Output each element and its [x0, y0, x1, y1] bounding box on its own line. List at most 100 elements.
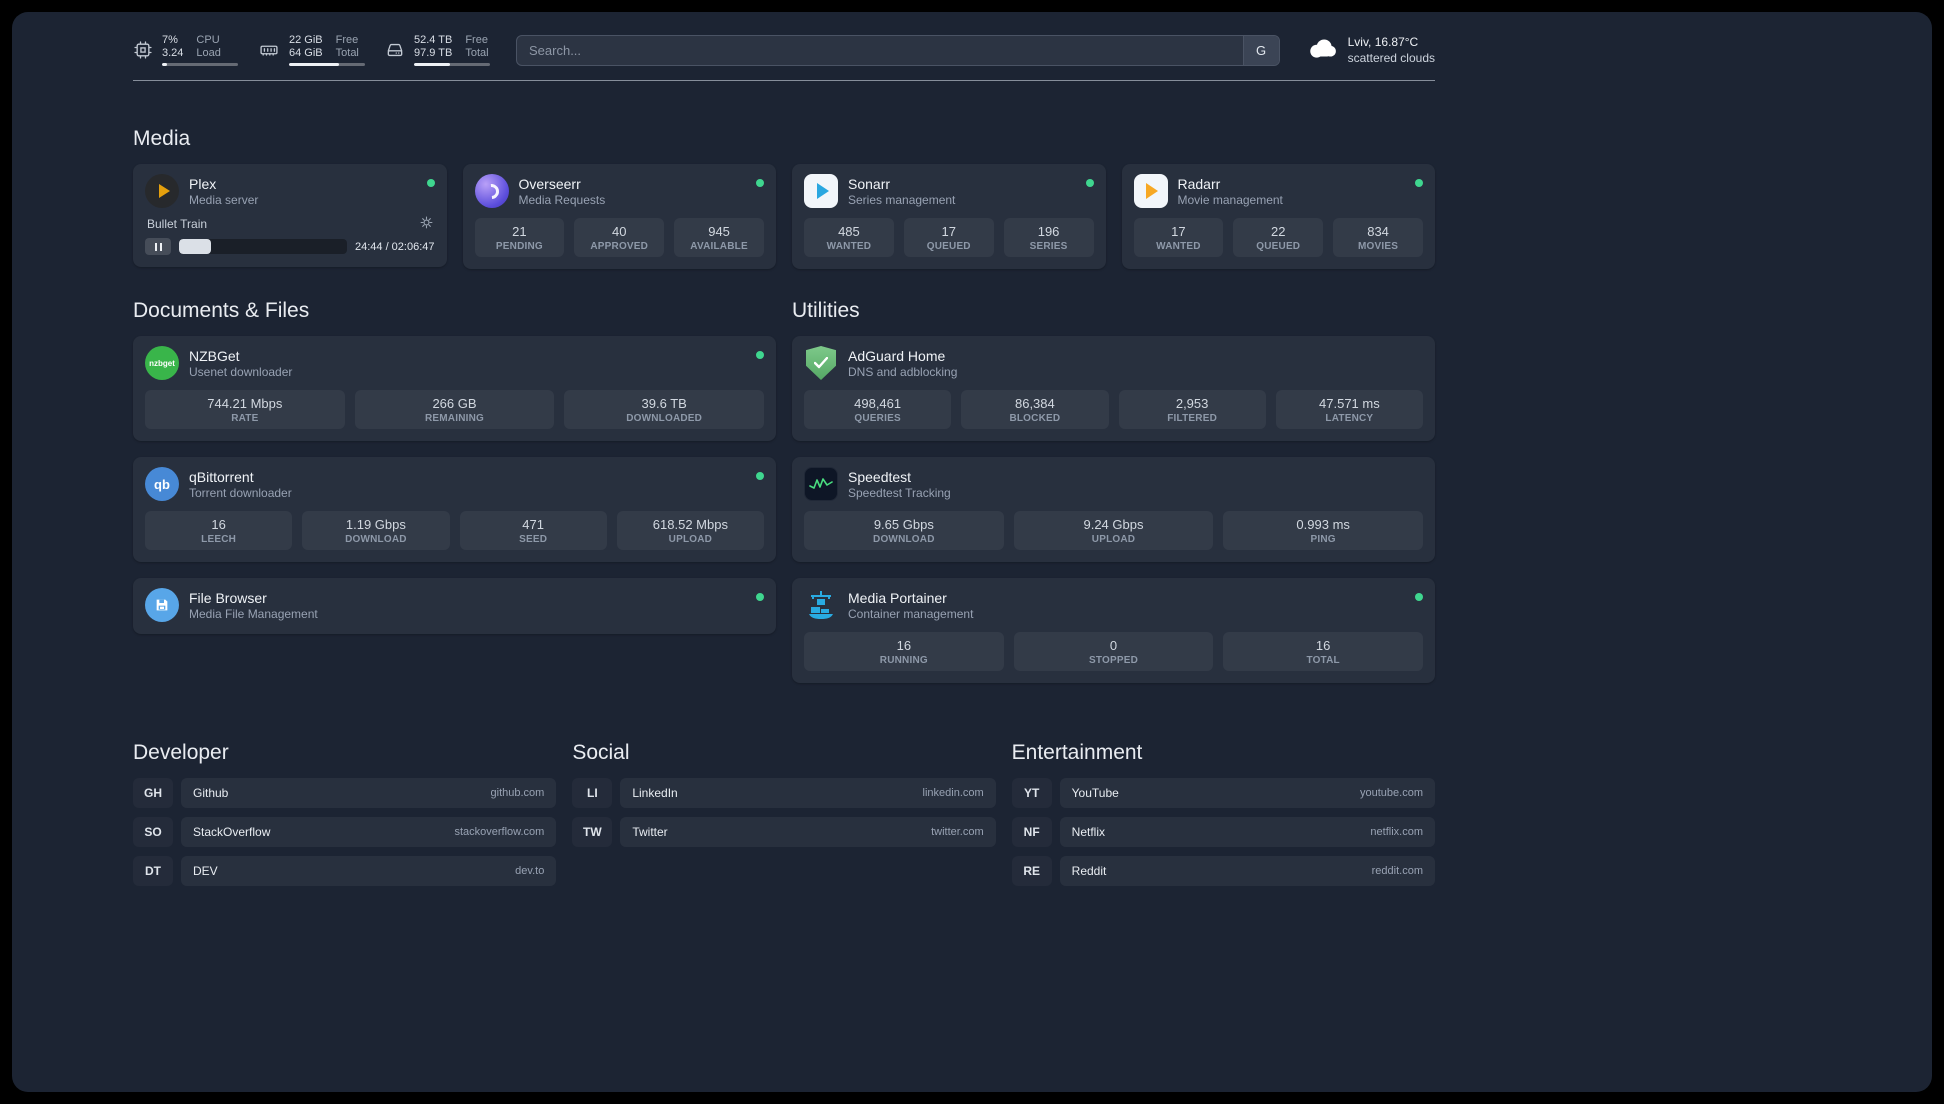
- header-divider: [133, 80, 1435, 81]
- middle-columns: Documents & Files nzbget NZBGet Usenet d…: [133, 299, 1435, 683]
- service-name: Media Portainer: [848, 589, 947, 606]
- stat-label: REMAINING: [424, 413, 484, 424]
- bookmark-name: Reddit: [1071, 864, 1107, 878]
- cpu-progress-bar: [162, 63, 238, 66]
- stat-rate: 744.21 Mbps RATE: [145, 390, 345, 429]
- media-grid: Plex Media server Bullet Train: [133, 164, 1435, 269]
- cpu-percent: 7%: [162, 34, 178, 46]
- stat-label: STOPPED: [1088, 655, 1138, 666]
- bookmark-host: linkedin.com: [922, 787, 984, 799]
- stat-wanted: 17 WANTED: [1133, 218, 1224, 257]
- status-dot: [426, 179, 435, 187]
- stat-label: WANTED: [1156, 241, 1201, 252]
- search-input[interactable]: [517, 35, 1243, 65]
- service-link-filebrowser[interactable]: File Browser Media File Management: [145, 588, 764, 622]
- stat-label: TOTAL: [1306, 655, 1340, 666]
- service-card-portainer: Media Portainer Container management 16 …: [792, 578, 1435, 683]
- stat-filtered: 2,953 FILTERED: [1118, 390, 1266, 429]
- cpu-icon: [133, 40, 153, 60]
- service-stats: 16 LEECH 1.19 Gbps DOWNLOAD 471 SEED: [145, 511, 764, 550]
- service-description: Media server: [189, 192, 259, 207]
- social-bookmarks: LI LinkedIn linkedin.com TW Twitter twit…: [572, 778, 996, 847]
- stat-queued: 17 QUEUED: [903, 218, 994, 257]
- service-description: Usenet downloader: [189, 364, 293, 379]
- stat-label: QUERIES: [854, 413, 901, 424]
- bookmark-host: github.com: [490, 787, 545, 799]
- pause-button[interactable]: [145, 238, 171, 255]
- bookmark-host: twitter.com: [931, 826, 984, 838]
- qbittorrent-icon: qb: [145, 467, 179, 501]
- section-social: Social LI LinkedIn linkedin.com TW Twitt…: [572, 741, 996, 847]
- stat-value: 834: [1367, 224, 1389, 239]
- stat-queued: 22 QUEUED: [1233, 218, 1324, 257]
- plex-now-playing: Bullet Train 24:44 / 02:06:47: [145, 216, 435, 255]
- disk-icon: [385, 40, 405, 60]
- service-link-speedtest[interactable]: Speedtest Speedtest Tracking: [804, 467, 1423, 501]
- bookmark-netflix[interactable]: NF Netflix netflix.com: [1012, 817, 1435, 847]
- status-dot: [756, 351, 764, 359]
- stat-stopped: 0 STOPPED: [1013, 632, 1214, 671]
- status-dot: [1415, 179, 1423, 187]
- stat-value: 266 GB: [432, 396, 477, 411]
- service-link-adguard[interactable]: AdGuard Home DNS and adblocking: [804, 346, 1423, 380]
- bookmark-host: stackoverflow.com: [454, 826, 545, 838]
- stat-value: 744.21 Mbps: [207, 396, 283, 411]
- bookmark-twitter[interactable]: TW Twitter twitter.com: [572, 817, 996, 847]
- service-link-radarr[interactable]: Radarr Movie management: [1133, 174, 1424, 208]
- bookmark-dev[interactable]: DT DEV dev.to: [133, 856, 557, 886]
- bookmark-youtube[interactable]: YT YouTube youtube.com: [1012, 778, 1435, 808]
- service-link-plex[interactable]: Plex Media server: [145, 174, 435, 208]
- settings-gear-icon[interactable]: [420, 216, 433, 232]
- bookmark-name: StackOverflow: [193, 825, 271, 839]
- section-entertainment: Entertainment YT YouTube youtube.com NF …: [1012, 741, 1435, 886]
- section-documents: Documents & Files nzbget NZBGet Usenet d…: [133, 299, 776, 634]
- stat-label: BLOCKED: [1009, 413, 1061, 424]
- bookmark-abbr: RE: [1012, 856, 1052, 886]
- service-link-nzbget[interactable]: nzbget NZBGet Usenet downloader: [145, 346, 764, 380]
- section-title-utilities: Utilities: [792, 299, 860, 322]
- bookmark-abbr: GH: [133, 778, 173, 808]
- service-card-adguard: AdGuard Home DNS and adblocking 498,461 …: [792, 336, 1435, 441]
- bookmark-github[interactable]: GH Github github.com: [133, 778, 557, 808]
- search-provider-button[interactable]: G: [1242, 35, 1279, 65]
- stat-label: PING: [1310, 534, 1336, 545]
- weather-widget: Lviv, 16.87°C scattered clouds: [1306, 34, 1435, 66]
- stat-value: 2,953: [1175, 396, 1209, 411]
- service-stats: 16 RUNNING 0 STOPPED 16 TOTAL: [804, 632, 1423, 671]
- service-name: Overseerr: [518, 175, 581, 192]
- service-description: Series management: [848, 192, 956, 207]
- stat-value: 17: [1171, 224, 1186, 239]
- stat-label: FILTERED: [1167, 413, 1217, 424]
- playback-time: 24:44 / 02:06:47: [354, 240, 435, 253]
- stat-label: UPLOAD: [668, 534, 713, 545]
- bookmark-host: dev.to: [515, 865, 545, 877]
- playback-progress[interactable]: [179, 239, 347, 254]
- bookmark-stackoverflow[interactable]: SO StackOverflow stackoverflow.com: [133, 817, 557, 847]
- service-name: Speedtest: [848, 468, 912, 485]
- radarr-icon: [1133, 174, 1168, 208]
- now-playing-title: Bullet Train: [147, 217, 208, 231]
- bookmark-name: Twitter: [632, 825, 668, 839]
- disk-readout: 52.4 TB 97.9 TB Free Total: [414, 34, 490, 66]
- stat-value: 40: [612, 224, 627, 239]
- memory-icon: [258, 40, 280, 60]
- bookmark-linkedin[interactable]: LI LinkedIn linkedin.com: [572, 778, 996, 808]
- service-link-overseerr[interactable]: Overseerr Media Requests: [474, 174, 765, 208]
- bookmark-name: DEV: [193, 864, 218, 878]
- plex-icon: [145, 174, 179, 208]
- developer-bookmarks: GH Github github.com SO StackOverflow st…: [133, 778, 557, 886]
- disk-free: 52.4 TB: [414, 34, 453, 46]
- service-link-qbittorrent[interactable]: qb qBittorrent Torrent downloader: [145, 467, 764, 501]
- service-stats: 17 WANTED 22 QUEUED 834 MOVIES: [1133, 218, 1423, 257]
- service-description: Movie management: [1177, 192, 1283, 207]
- qbittorrent-icon-text: qb: [154, 476, 170, 492]
- stat-value: 0: [1109, 638, 1118, 653]
- stat-value: 1.19 Gbps: [345, 517, 406, 532]
- bookmark-reddit[interactable]: RE Reddit reddit.com: [1012, 856, 1435, 886]
- service-link-sonarr[interactable]: Sonarr Series management: [804, 174, 1094, 208]
- cpu-label-bottom: Load: [196, 47, 221, 59]
- bookmark-abbr: YT: [1012, 778, 1052, 808]
- stat-label: LATENCY: [1325, 413, 1374, 424]
- service-link-portainer[interactable]: Media Portainer Container management: [804, 588, 1423, 622]
- topbar: 7% 3.24 CPU Load: [133, 34, 1435, 66]
